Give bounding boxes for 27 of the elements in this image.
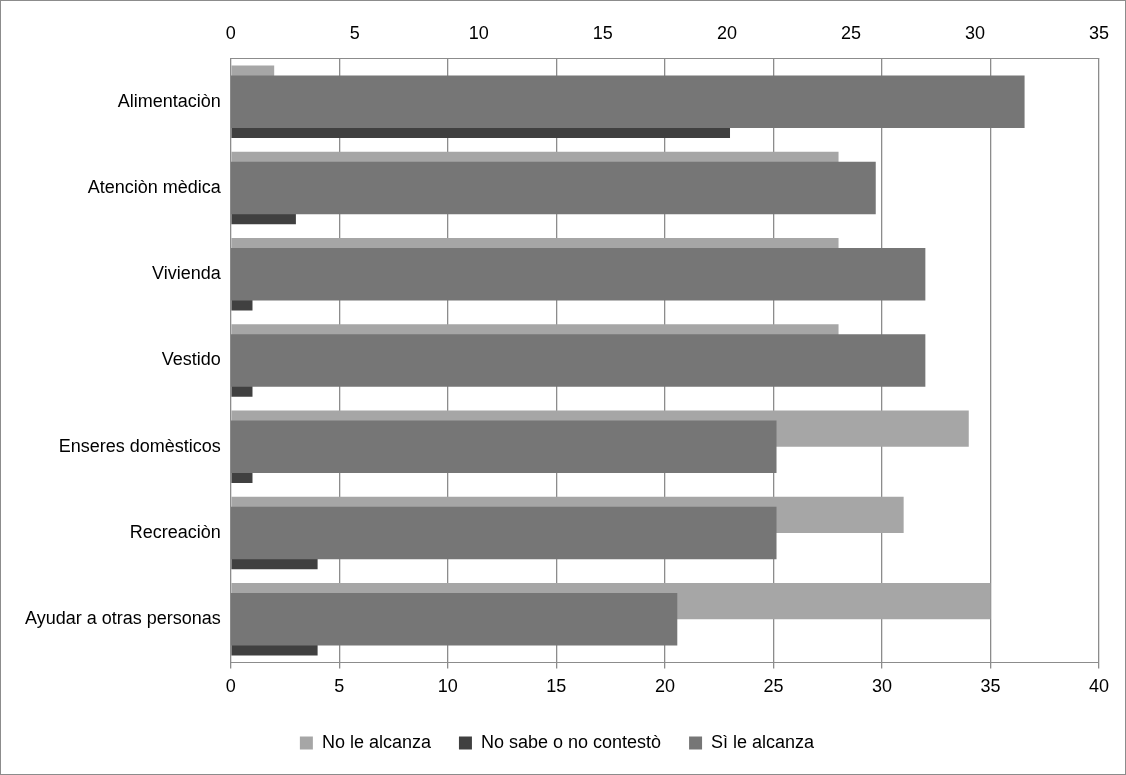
legend-label: Sì le alcanza	[711, 731, 816, 752]
x-tick-label: 0	[225, 676, 236, 697]
x-tick-label: 5	[334, 676, 345, 697]
y-tick-label: Alimentaciòn	[117, 90, 221, 111]
x2-tick-label: 35	[1088, 22, 1110, 43]
x-tick-label: 10	[437, 676, 458, 697]
x2-tick-label: 20	[716, 22, 737, 43]
y-tick-label: Ayudar a otras personas	[24, 608, 221, 629]
y-tick-label: Enseres domèsticos	[58, 435, 221, 456]
x-tick-label: 25	[763, 676, 784, 697]
y-tick-label: Vivienda	[152, 263, 222, 284]
y-tick-label: Recreaciòn	[129, 521, 221, 542]
x2-tick-label: 10	[468, 22, 489, 43]
x-tick-label: 20	[654, 676, 675, 697]
x2-tick-label: 5	[349, 22, 360, 43]
y-tick-label: Atenciòn mèdica	[87, 176, 222, 197]
x2-tick-label: 0	[225, 22, 236, 43]
x-tick-label: 40	[1088, 676, 1110, 697]
x-tick-label: 30	[871, 676, 892, 697]
x2-tick-label: 30	[964, 22, 985, 43]
legend-label: No le alcanza	[321, 731, 432, 752]
legend-label: No sabe o no contestò	[480, 731, 662, 752]
x2-tick-label: 15	[592, 22, 613, 43]
x-tick-label: 35	[980, 676, 1001, 697]
y-tick-label: Vestido	[161, 349, 221, 370]
x2-tick-label: 25	[840, 22, 861, 43]
x-tick-label: 15	[546, 676, 567, 697]
